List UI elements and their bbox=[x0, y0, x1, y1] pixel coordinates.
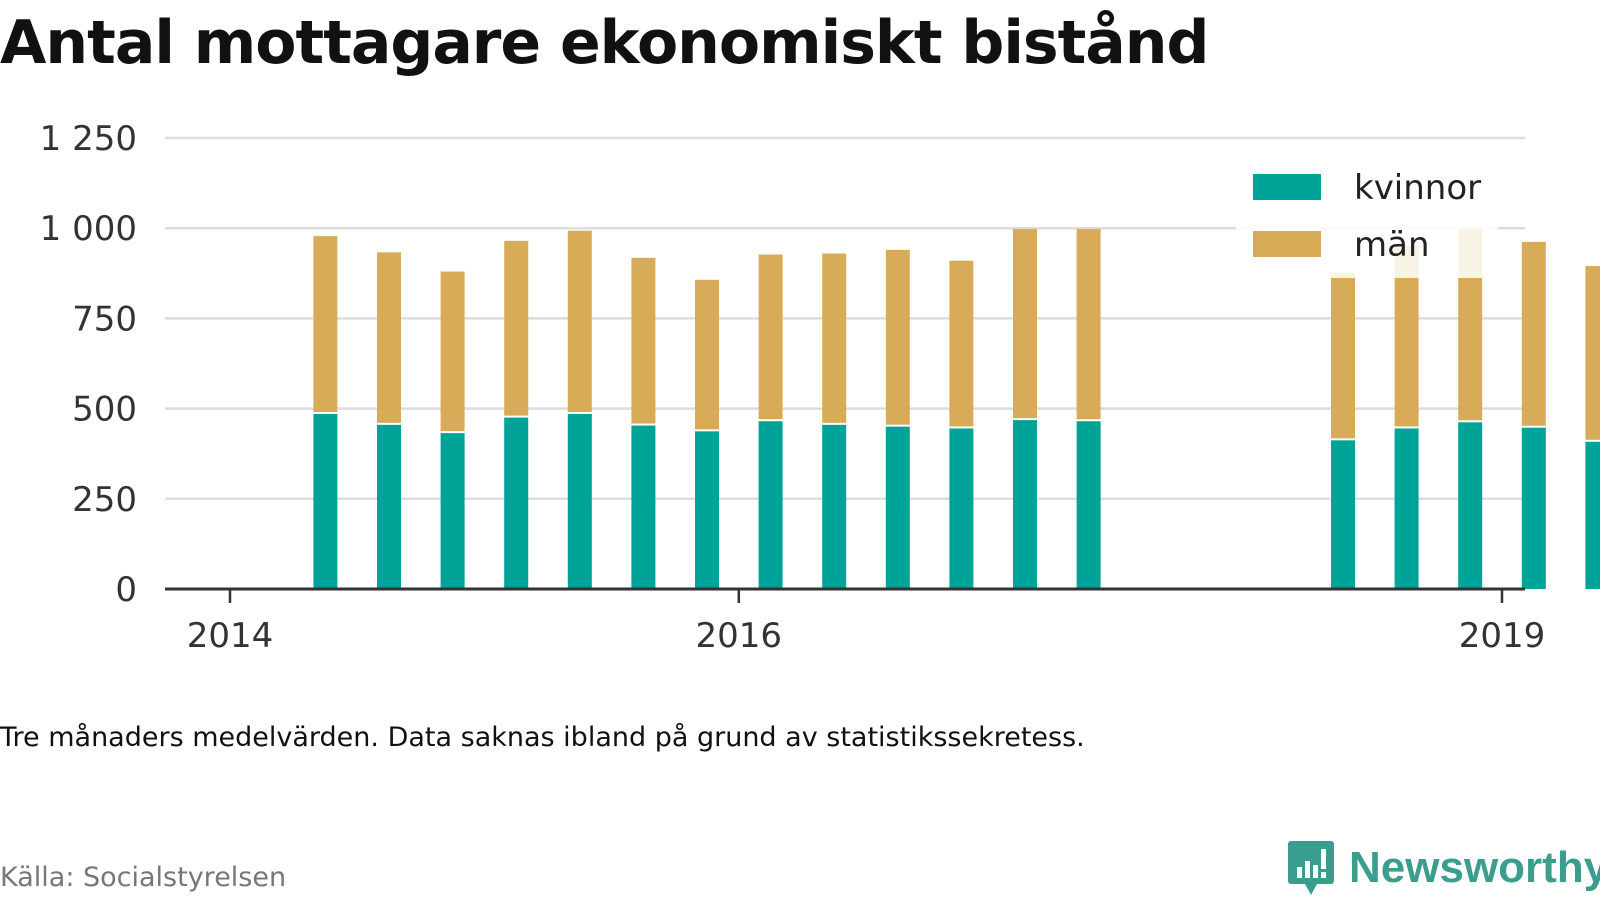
chart-note: Tre månaders medelvärden. Data saknas ib… bbox=[0, 722, 1085, 753]
legend-label: kvinnor bbox=[1354, 168, 1481, 208]
bar-kvinnor bbox=[377, 424, 401, 589]
chart-title: Antal mottagare ekonomiskt bistånd bbox=[0, 8, 1209, 78]
bar-kvinnor bbox=[1521, 427, 1546, 589]
bar-man bbox=[885, 249, 910, 425]
bar-kvinnor bbox=[1458, 422, 1483, 589]
y-tick-label: 1 000 bbox=[40, 209, 137, 249]
bar-kvinnor bbox=[1013, 420, 1037, 589]
bar-kvinnor bbox=[1585, 441, 1600, 589]
x-tick-label: 2014 bbox=[187, 616, 274, 656]
legend-label: män bbox=[1354, 225, 1430, 265]
bar-man bbox=[504, 240, 529, 416]
bar-kvinnor bbox=[885, 426, 910, 589]
y-tick-label: 0 bbox=[115, 570, 137, 610]
bar-man bbox=[1076, 228, 1101, 420]
bar-man bbox=[1331, 272, 1355, 439]
bar-man bbox=[567, 230, 592, 413]
bar-kvinnor bbox=[567, 414, 592, 589]
bar-kvinnor bbox=[313, 414, 338, 589]
legend-swatch bbox=[1253, 231, 1321, 257]
x-tick-label: 2016 bbox=[696, 616, 783, 656]
legend-swatch bbox=[1253, 174, 1321, 200]
bar-kvinnor bbox=[504, 417, 529, 589]
y-tick-label: 750 bbox=[72, 299, 137, 339]
bar-man bbox=[822, 253, 847, 423]
bar-kvinnor bbox=[1076, 421, 1101, 589]
bar-man bbox=[440, 271, 465, 432]
bar-kvinnor bbox=[758, 421, 783, 589]
bar-man bbox=[1013, 228, 1037, 419]
bar-kvinnor bbox=[1331, 440, 1355, 589]
x-tick-label: 2019 bbox=[1459, 616, 1546, 656]
source-label: Källa: Socialstyrelsen bbox=[0, 862, 287, 893]
bar-man bbox=[758, 254, 783, 420]
newsworthy-logo-icon bbox=[1288, 841, 1334, 895]
brand-name: Newsworthy bbox=[1349, 843, 1600, 892]
legend: kvinnor män bbox=[1236, 160, 1498, 278]
bar-kvinnor bbox=[631, 425, 656, 589]
bar-man bbox=[1585, 266, 1600, 440]
bar-kvinnor bbox=[1394, 428, 1419, 589]
bar-man bbox=[313, 236, 338, 413]
bar-man bbox=[631, 257, 656, 424]
bar-kvinnor bbox=[822, 424, 847, 589]
bar-kvinnor bbox=[440, 433, 465, 589]
bar-man bbox=[1521, 241, 1546, 426]
bar-man bbox=[377, 252, 401, 423]
brand-logo[interactable]: Newsworthy bbox=[1287, 838, 1600, 898]
bar-man bbox=[949, 260, 974, 427]
y-tick-label: 500 bbox=[72, 390, 137, 430]
bar-kvinnor bbox=[695, 431, 719, 589]
bar-kvinnor bbox=[949, 428, 974, 589]
y-tick-label: 250 bbox=[72, 480, 137, 520]
bar-man bbox=[695, 279, 719, 430]
x-axis: 20142016201920212023 bbox=[165, 587, 1546, 656]
y-tick-label: 1 250 bbox=[40, 119, 137, 159]
y-axis-ticks: 0 250 500 750 1 000 1 250 bbox=[40, 119, 137, 610]
